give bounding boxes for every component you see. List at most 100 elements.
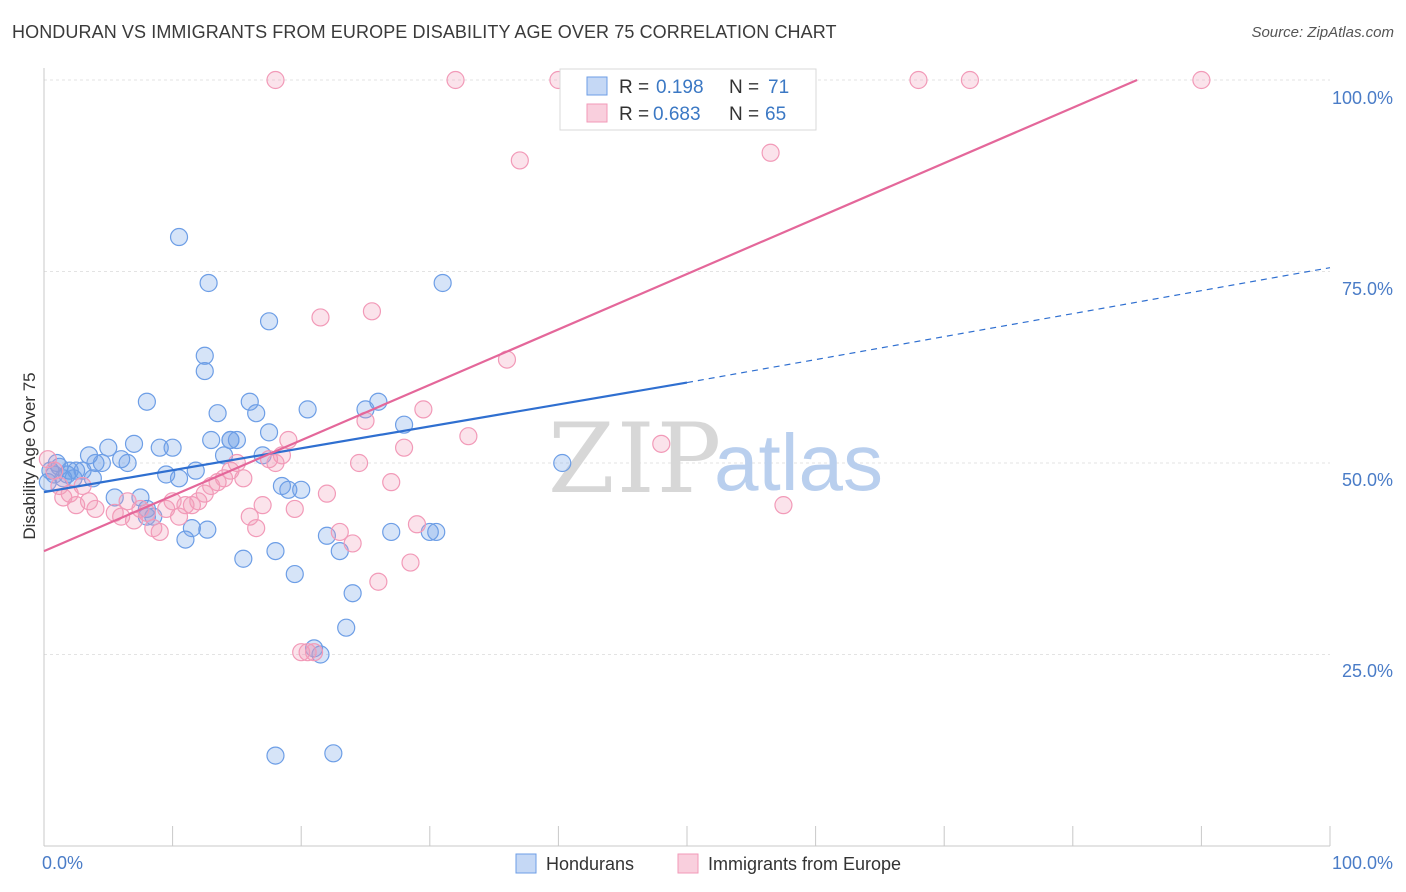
y-tick-label-50: 50.0% — [1342, 470, 1393, 490]
immigrant-point — [247, 519, 266, 538]
honduran-point — [285, 564, 304, 584]
immigrant-point — [317, 484, 337, 503]
honduran-point — [150, 438, 169, 457]
immigrant-point — [394, 438, 414, 457]
hondurans-trend-extension — [686, 267, 1331, 384]
immigrant-point — [150, 522, 169, 542]
honduran-point — [67, 461, 86, 480]
immigrant-point — [909, 70, 928, 90]
legend-swatch-immigrants — [586, 103, 608, 123]
legend-r-label-2: R = — [619, 104, 649, 125]
honduran-point — [553, 453, 572, 473]
immigrant-point — [774, 496, 793, 515]
honduran-point — [292, 480, 311, 499]
immigrant-point — [38, 450, 57, 469]
legend-r-value-2: 0.683 — [653, 104, 701, 125]
immigrant-point — [285, 499, 304, 519]
immigrant-point — [349, 453, 369, 473]
immigrant-point — [446, 70, 465, 90]
honduran-point — [137, 392, 156, 411]
immigrant-point — [510, 151, 529, 170]
honduran-point — [337, 618, 356, 637]
series-legend: Hondurans Immigrants from Europe — [515, 853, 901, 874]
immigrant-point — [86, 499, 105, 519]
honduran-point — [169, 227, 189, 247]
watermark-atlas: atlas — [714, 418, 883, 507]
honduran-point — [240, 392, 259, 411]
honduran-point — [221, 430, 240, 450]
honduran-point — [427, 522, 446, 542]
honduran-point — [195, 346, 214, 365]
honduran-point — [118, 453, 137, 473]
legend-swatch-hondurans — [586, 76, 608, 96]
immigrant-point — [253, 496, 272, 515]
immigrants-europe-points — [38, 70, 1211, 662]
immigrant-point — [362, 302, 382, 321]
immigrant-point — [960, 70, 980, 90]
immigrant-point — [401, 553, 420, 572]
hondurans-trend-line — [43, 381, 688, 494]
honduran-point — [227, 430, 246, 450]
honduran-point — [198, 520, 217, 539]
immigrant-point — [266, 70, 285, 90]
source-label: Source: ZipAtlas.com — [1251, 24, 1394, 41]
honduran-point — [208, 404, 227, 423]
honduran-point — [382, 522, 401, 542]
immigrant-point — [343, 534, 362, 553]
bottom-swatch-immigrants — [677, 853, 699, 874]
y-tick-label-75: 75.0% — [1342, 279, 1393, 299]
immigrant-point — [240, 507, 259, 526]
immigrant-point — [304, 643, 324, 662]
honduran-point — [124, 434, 144, 453]
immigrant-point — [311, 308, 330, 327]
honduran-point — [279, 480, 298, 499]
bottom-legend-hondurans: Hondurans — [546, 854, 634, 874]
legend-r-label-1: R = — [619, 77, 649, 98]
legend-n-label-1: N = — [729, 77, 759, 98]
legend-n-value-2: 65 — [765, 104, 786, 125]
immigrant-point — [1192, 70, 1211, 90]
watermark-zip: ZIP — [548, 403, 723, 515]
legend-r-value-1: 0.198 — [656, 77, 704, 98]
honduran-point — [202, 430, 221, 450]
y-axis-label: Disability Age Over 75 — [20, 372, 39, 539]
legend-n-value-1: 71 — [768, 77, 789, 98]
chart-title: HONDURAN VS IMMIGRANTS FROM EUROPE DISAB… — [12, 22, 837, 42]
x-tick-label-max: 100.0% — [1332, 853, 1393, 873]
honduran-point — [298, 400, 317, 419]
immigrant-point — [459, 427, 478, 446]
y-tick-label-25: 25.0% — [1342, 661, 1393, 681]
trend-lines — [43, 78, 1331, 553]
hondurans-points — [38, 227, 572, 765]
immigrant-point — [382, 473, 401, 492]
honduran-point — [176, 530, 195, 549]
honduran-point — [234, 549, 253, 568]
honduran-point — [266, 541, 285, 561]
immigrant-point — [330, 522, 349, 542]
honduran-point — [266, 746, 285, 765]
honduran-point — [195, 361, 214, 381]
y-tick-label-100: 100.0% — [1332, 88, 1393, 108]
immigrant-point — [761, 143, 780, 162]
immigrant-point — [414, 400, 433, 419]
honduran-point — [86, 453, 105, 473]
honduran-point — [99, 438, 118, 457]
immigrant-point — [292, 643, 311, 662]
honduran-point — [433, 273, 452, 293]
immigrant-point — [169, 507, 189, 526]
x-tick-marks — [43, 826, 1331, 846]
immigrant-point — [234, 469, 253, 488]
stats-legend: R = 0.198 N = 71 R = 0.683 N = 65 — [559, 68, 817, 131]
honduran-point — [169, 469, 189, 488]
honduran-point — [247, 404, 266, 423]
x-tick-label-min: 0.0% — [42, 853, 83, 873]
bottom-swatch-hondurans — [515, 853, 537, 874]
honduran-point — [259, 312, 279, 331]
immigrant-point — [369, 572, 388, 591]
honduran-point — [182, 519, 201, 538]
bottom-legend-immigrants: Immigrants from Europe — [708, 854, 901, 874]
immigrant-point — [407, 515, 427, 534]
immigrant-point — [652, 434, 671, 453]
honduran-point — [343, 584, 362, 603]
